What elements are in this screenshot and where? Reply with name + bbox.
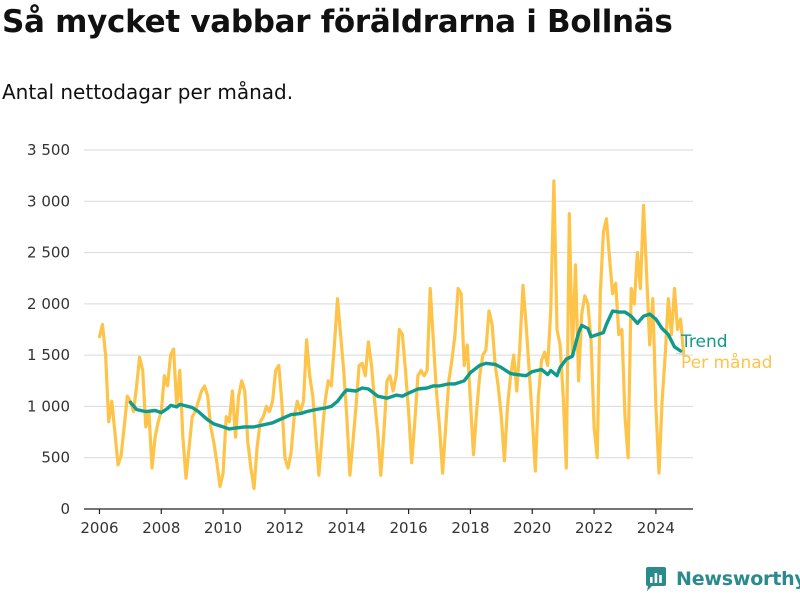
x-axis: 2006 2008 2010 2012 2014 2016 2018 2020 2022 2024 [80,508,693,537]
brand-name: Newsworthy [676,568,800,590]
series-line-per-manad [97,179,686,491]
y-axis-ticks: 0 500 1 000 1 500 2 000 2 500 3 000 3 500 [27,141,70,518]
y-tick-label: 1 000 [27,397,70,415]
x-tick-label: 2020 [513,519,551,537]
x-tick-label: 2018 [451,519,489,537]
chart-subtitle: Antal nettodagar per månad. [2,80,294,104]
x-tick-label: 2022 [575,519,613,537]
x-tick-label: 2012 [266,519,304,537]
x-tick-label: 2006 [80,519,118,537]
legend-label-trend: Trend [680,332,728,352]
newsworthy-logo[interactable]: Newsworthy [644,566,800,592]
legend-leader-line [675,352,688,356]
y-tick-label: 2 000 [27,295,70,313]
y-tick-label: 3 000 [27,192,70,210]
newsworthy-icon [646,567,666,591]
series-line-trend [128,309,683,431]
x-tick-label: 2008 [142,519,180,537]
y-tick-label: 3 500 [27,141,70,159]
y-tick-label: 0 [60,500,70,518]
series-lines [97,179,686,491]
y-tick-label: 500 [41,449,70,467]
y-tick-label: 1 500 [27,346,70,364]
chart-title: Så mycket vabbar föräldrarna i Bollnäs [2,4,673,40]
legend-label-per-manad: Per månad [681,352,772,373]
y-tick-label: 2 500 [27,244,70,262]
x-tick-label: 2010 [204,519,242,537]
x-tick-label: 2016 [390,519,428,537]
x-tick-label: 2024 [637,519,675,537]
x-tick-label: 2014 [328,519,366,537]
